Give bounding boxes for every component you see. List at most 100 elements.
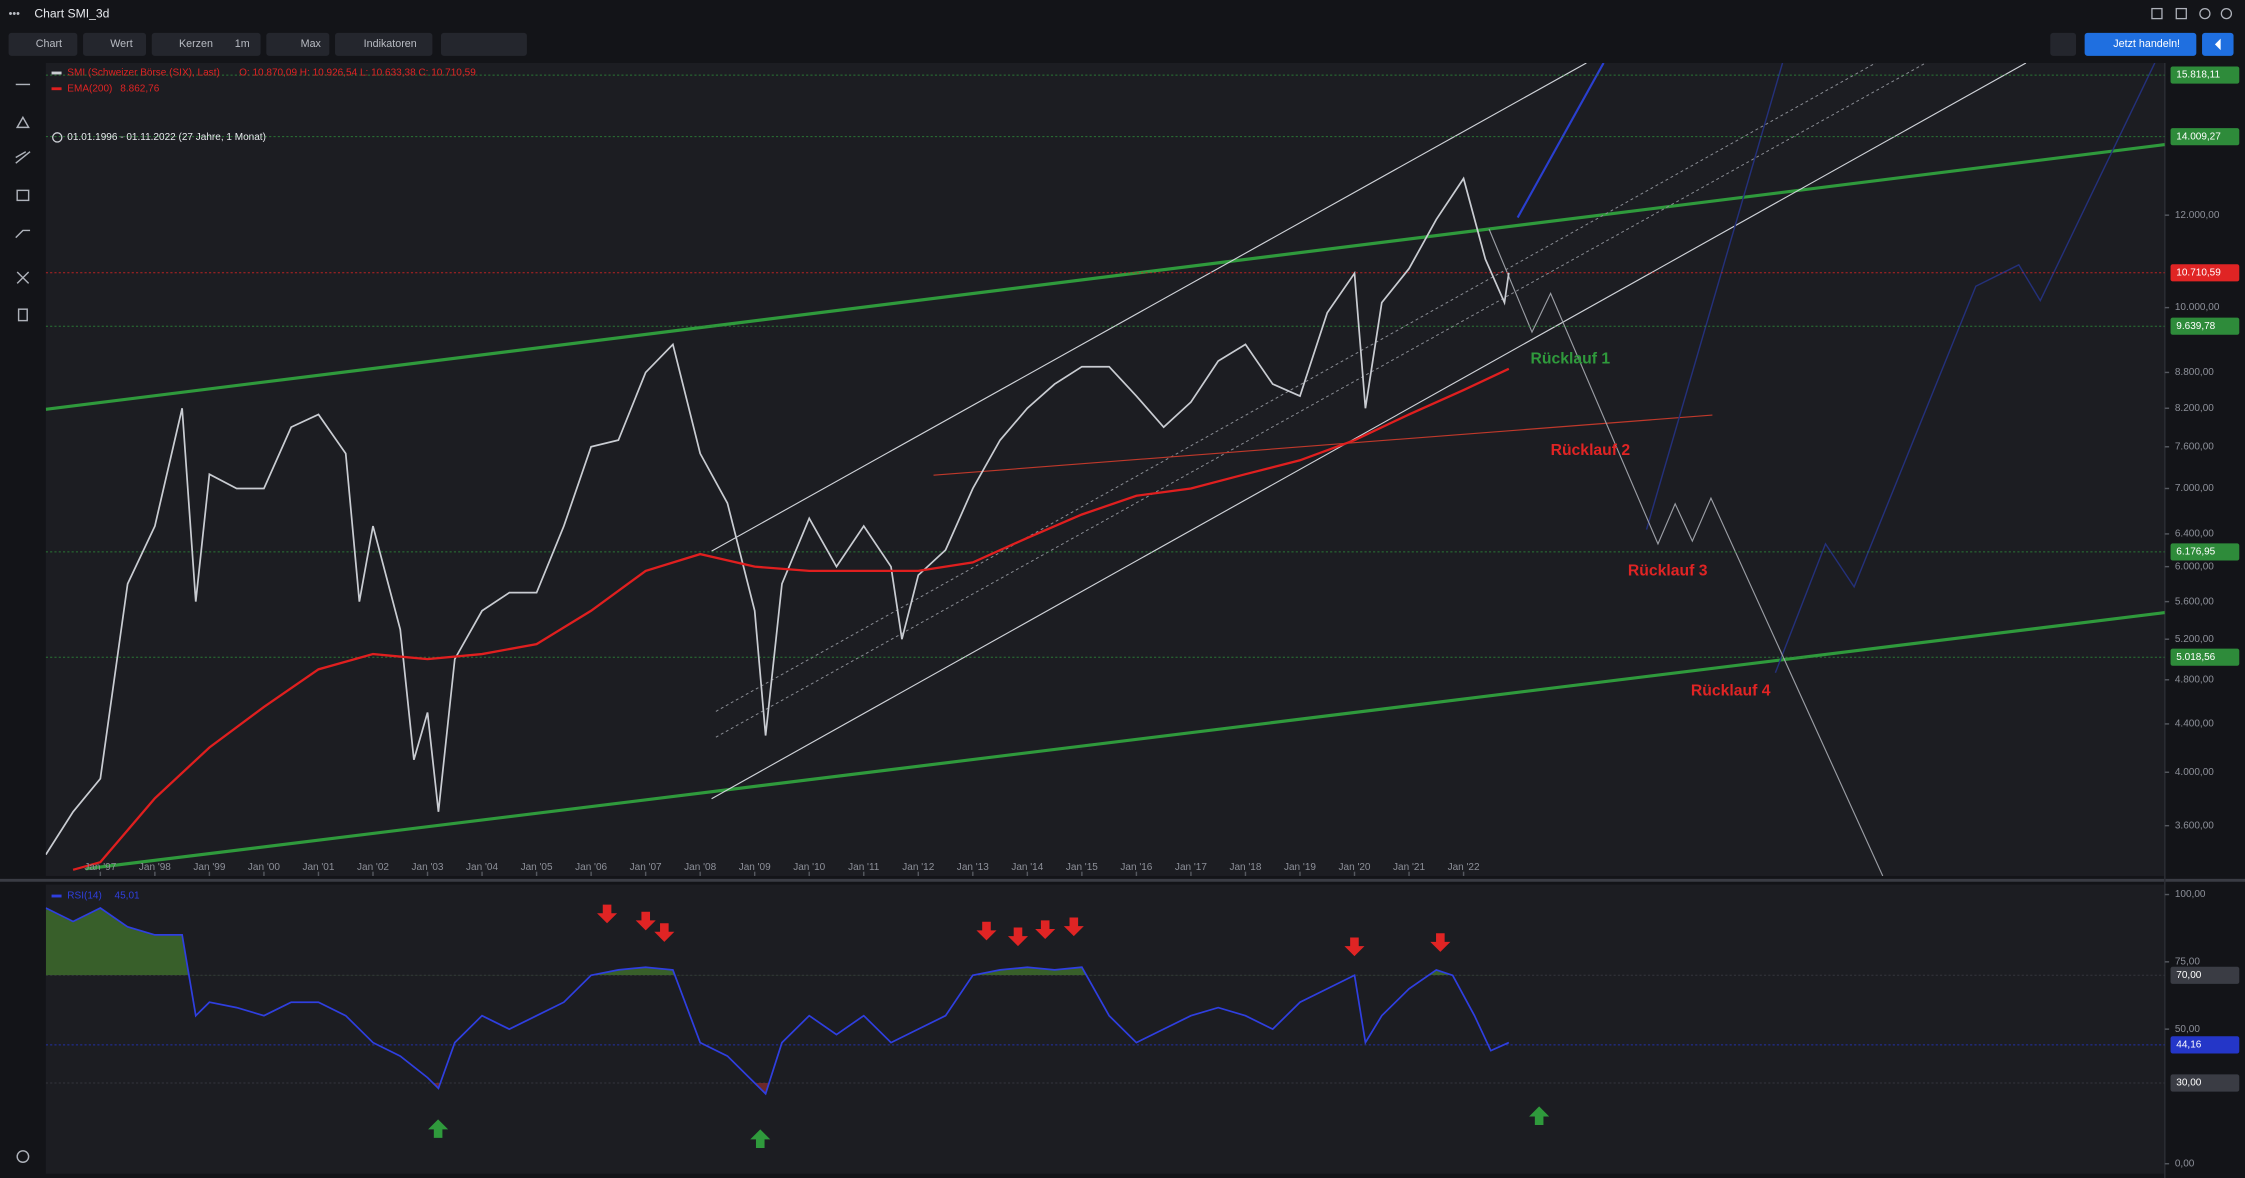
toolbar-label[interactable]: Kerzen <box>179 38 213 50</box>
level-badge <box>2170 648 2240 666</box>
trade-label[interactable]: Jetzt handeln! <box>2113 38 2180 50</box>
level-badge <box>2170 317 2240 335</box>
x-tick-label: Jan '08 <box>684 862 716 873</box>
level-badge <box>2170 1036 2240 1054</box>
series-line <box>72 367 1510 871</box>
toolbar-button[interactable] <box>266 32 330 56</box>
x-tick-label: Jan '04 <box>466 862 498 873</box>
toolbar-button[interactable] <box>2050 32 2077 56</box>
x-tick-label: Jan '98 <box>139 862 171 873</box>
toolbar-label[interactable]: 1m <box>235 38 250 50</box>
y-tick-label: 8.200,00 <box>2175 403 2214 414</box>
pane <box>45 74 2165 871</box>
toolbar-button[interactable] <box>151 32 261 56</box>
legend-name: EMA(200) <box>67 83 112 94</box>
y-tick-label: 8.800,00 <box>2175 367 2214 378</box>
toolbar-button[interactable] <box>335 32 433 56</box>
tool-icon[interactable] <box>15 115 30 129</box>
legend-name: SMI (Schweizer Börse (SIX), Last) <box>67 68 220 79</box>
toolbar-button[interactable] <box>8 32 78 56</box>
x-tick-label: Jan '01 <box>302 862 334 873</box>
drawings <box>45 62 2165 876</box>
projection-line <box>1516 62 1605 219</box>
trend-line <box>85 611 2165 871</box>
level-badge <box>2170 543 2240 561</box>
x-tick-label: Jan '15 <box>1066 862 1098 873</box>
y-tick-label: 100,00 <box>2175 889 2206 900</box>
window-menu[interactable]: ••• <box>9 8 21 20</box>
x-tick-label: Jan '09 <box>739 862 771 873</box>
range-icon <box>52 132 63 143</box>
y-tick-label: 4.400,00 <box>2175 719 2214 730</box>
y-tick-label: 6.000,00 <box>2175 561 2214 572</box>
x-tick-label: Jan '16 <box>1120 862 1152 873</box>
x-tick-label: Jan '22 <box>1448 862 1480 873</box>
projection-line <box>1774 62 2156 673</box>
x-tick-label: Jan '12 <box>902 862 934 873</box>
level-label: 10.710,59 <box>2176 267 2221 278</box>
x-tick-label: Jan '21 <box>1393 862 1425 873</box>
x-tick-label: Jan '07 <box>630 862 662 873</box>
x-tick-label: Jan '03 <box>412 862 444 873</box>
annotation: Rücklauf 2 <box>1551 442 1631 459</box>
window-controls[interactable] <box>2151 7 2233 20</box>
sell-arrows <box>597 904 1451 957</box>
x-tick-label: Jan '17 <box>1175 862 1207 873</box>
legend-value: 45,01 <box>115 891 140 902</box>
level-badge <box>2170 966 2240 984</box>
level-badge <box>2170 1074 2240 1092</box>
overbought-area <box>45 907 1453 976</box>
y-tick-label: 5.600,00 <box>2175 596 2214 607</box>
x-tick-label: Jan '11 <box>848 862 880 873</box>
toolbar-button[interactable] <box>440 32 527 56</box>
x-tick-label: Jan '18 <box>1229 862 1261 873</box>
toolbar-label[interactable]: Indikatoren <box>364 38 417 50</box>
toolbar-label[interactable]: Chart <box>36 38 62 50</box>
annotation: Rücklauf 1 <box>1531 350 1611 367</box>
annotation: Rücklauf 4 <box>1691 682 1771 699</box>
x-tick-label: Jan '13 <box>957 862 989 873</box>
pane <box>45 906 2165 1096</box>
x-tick-label: Jan '97 <box>84 862 116 873</box>
channel-line <box>715 62 1876 712</box>
tool-icon[interactable] <box>17 308 28 322</box>
rsi-plot-area <box>45 884 2165 1174</box>
level-label: 44,16 <box>2176 1040 2201 1051</box>
x-tick-label: Jan '05 <box>521 862 553 873</box>
price-plot-area <box>45 62 2165 876</box>
y-tick-label: 4.000,00 <box>2175 767 2214 778</box>
y-tick-label: 10.000,00 <box>2175 302 2220 313</box>
annotation: Rücklauf 3 <box>1628 562 1708 579</box>
series-line <box>45 906 1510 1096</box>
x-tick-label: Jan '02 <box>357 862 389 873</box>
toolbar-button[interactable] <box>83 32 147 56</box>
theme-icon[interactable] <box>16 1150 30 1163</box>
level-label: 5.018,56 <box>2176 652 2215 663</box>
tool-icon[interactable] <box>15 151 31 164</box>
window-title: Chart SMI_3d <box>34 7 109 21</box>
y-tick-label: 75,00 <box>2175 956 2200 967</box>
channel-line <box>711 62 2027 800</box>
level-label: 30,00 <box>2176 1078 2201 1089</box>
trend-line <box>45 143 2165 411</box>
y-tick-label: 7.600,00 <box>2175 441 2214 452</box>
toolbar: Chart Wert Kerzen 1m Max Indikatoren Jet… <box>8 32 2234 56</box>
y-tick-label: 50,00 <box>2175 1024 2200 1035</box>
tool-icon[interactable] <box>16 189 30 202</box>
toolbar-label[interactable]: Max <box>301 38 322 50</box>
level-label: 15.818,11 <box>2176 70 2220 81</box>
x-tick-label: Jan '19 <box>1284 862 1316 873</box>
tool-icon[interactable] <box>15 229 31 239</box>
support-line <box>933 414 1713 476</box>
x-tick-label: Jan '14 <box>1011 862 1043 873</box>
level-label: 70,00 <box>2176 970 2201 981</box>
x-tick-label: Jan '99 <box>193 862 225 873</box>
trade-button[interactable] <box>2084 32 2197 56</box>
tool-icon[interactable] <box>16 271 30 284</box>
series-line <box>45 176 1510 856</box>
y-tick-label: 6.400,00 <box>2175 529 2214 540</box>
channel-line <box>715 62 1926 738</box>
toolbar-label[interactable]: Wert <box>110 38 132 50</box>
x-tick-label: Jan '10 <box>793 862 825 873</box>
